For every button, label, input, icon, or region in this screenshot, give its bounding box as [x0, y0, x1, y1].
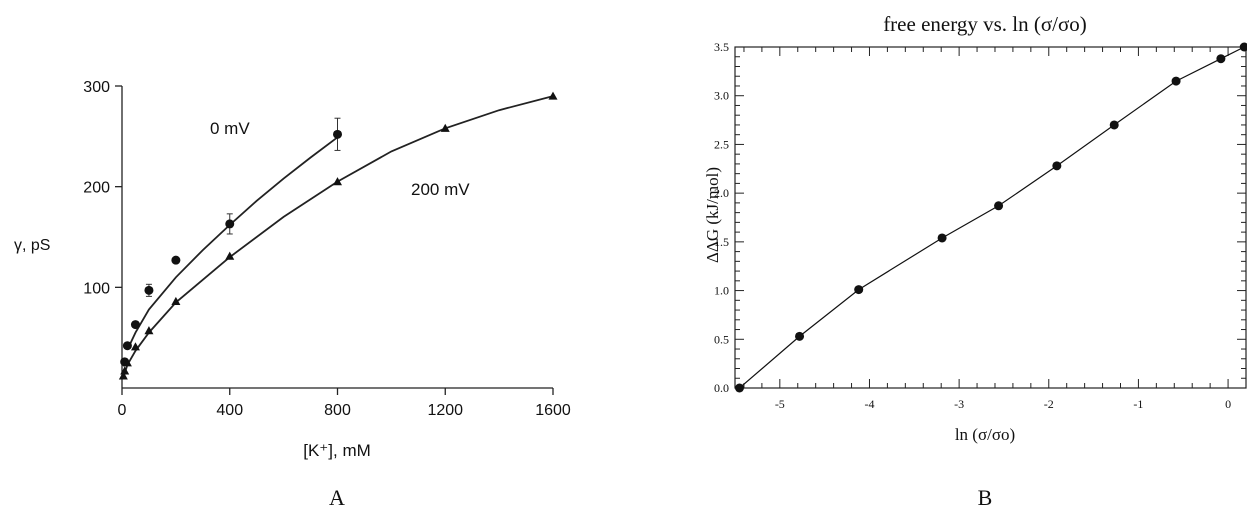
panel-a-fit-curves	[122, 95, 554, 379]
panel-a-x-tick-label: 1200	[427, 402, 463, 419]
data-point-triangle	[120, 366, 130, 375]
data-point-circle	[795, 331, 805, 341]
data-point-circle	[937, 233, 947, 243]
panel-b-y-tick-label: 0.0	[714, 381, 729, 395]
panel-a-y-tick-label: 100	[83, 280, 110, 297]
data-point-circle	[122, 341, 132, 351]
data-point-circle	[1239, 42, 1247, 52]
data-point-triangle	[144, 326, 154, 335]
panel-a-x-axis-label: [K⁺], mM	[303, 441, 371, 460]
panel-b-series-line	[739, 46, 1245, 389]
panel-b-label: B	[978, 485, 993, 510]
data-point-circle	[144, 285, 154, 295]
panel-b-title: free energy vs. ln (σ/σo)	[883, 12, 1087, 36]
panel-b-data-points	[734, 42, 1247, 393]
data-point-circle	[333, 129, 342, 139]
panel-a-label: A	[329, 485, 345, 510]
panel-b-axes	[734, 46, 1247, 389]
data-point-triangle	[171, 296, 181, 306]
data-point-circle	[734, 383, 744, 393]
fit-curve-0	[126, 136, 339, 351]
data-point-circle	[225, 219, 235, 229]
data-point-circle	[1109, 120, 1119, 130]
panel-b-y-tick-label: 0.5	[714, 332, 729, 346]
data-point-triangle	[118, 371, 128, 380]
panel-b-tick-labels: -5 -4 -3 -2 -1 0 0.0 0.5 1.0 1.5 2.0 2.5 3.0 3.5	[714, 40, 1231, 411]
panel-b-y-tick-label: 2.0	[714, 186, 729, 200]
panel-a-x-tick-label: 400	[216, 402, 243, 419]
panel-b-x-tick-label: -3	[954, 397, 964, 411]
panel-b-y-tick-label: 1.5	[714, 235, 729, 249]
series-label-200mv: 200 mV	[411, 180, 470, 199]
series-line	[739, 46, 1245, 389]
fit-curve-1	[122, 95, 554, 379]
data-point-triangle	[548, 91, 558, 100]
panel-a-x-tick-label: 1600	[535, 402, 571, 419]
data-point-circle	[994, 201, 1004, 211]
data-point-triangle	[122, 358, 132, 367]
panel-a-x-tick-label: 800	[324, 402, 351, 419]
data-point-triangle	[225, 251, 235, 260]
panel-b-x-tick-label: -1	[1133, 397, 1143, 411]
panel-b-x-tick-label: 0	[1225, 397, 1231, 411]
panel-a-y-tick-label: 300	[83, 79, 110, 96]
panel-b-x-tick-label: -4	[864, 397, 874, 411]
data-point-circle	[1216, 54, 1226, 64]
data-point-triangle	[333, 177, 342, 186]
data-point-circle	[1052, 161, 1062, 171]
data-point-circle	[854, 285, 864, 295]
panel-b-x-axis-label: ln (σ/σo)	[955, 425, 1015, 444]
panel-a-x-tick-label: 0	[118, 402, 127, 419]
series-label-0mv: 0 mV	[210, 119, 250, 138]
panel-b-x-tick-label: -5	[775, 397, 785, 411]
data-point-circle	[171, 255, 181, 265]
data-point-triangle	[440, 123, 450, 132]
panel-a-chart: 0 400 800 1200 1600 100 200 300 0 mV 200 mV γ, …	[14, 79, 571, 510]
data-point-circle	[1171, 76, 1181, 86]
data-point-triangle	[130, 342, 140, 351]
panel-b-x-tick-label: -2	[1044, 397, 1054, 411]
panel-a-axes	[115, 85, 554, 395]
panel-b-chart: -5 -4 -3 -2 -1 0 0.0 0.5 1.0 1.5 2.0 2.5 3.0 3.5 free…	[703, 12, 1247, 510]
panel-b-plot-frame	[734, 46, 1247, 389]
data-point-circle	[130, 320, 140, 330]
panel-b-y-tick-label: 3.0	[714, 89, 729, 103]
panel-b-y-tick-label: 3.5	[714, 40, 729, 54]
panel-a-data-points	[118, 91, 558, 380]
panel-b-y-tick-label: 2.5	[714, 137, 729, 151]
panel-b-y-axis-label: ΔΔG (kJ/mol)	[703, 167, 722, 263]
panel-a-tick-labels: 0 400 800 1200 1600 100 200 300	[83, 79, 571, 419]
panel-b-y-tick-label: 1.0	[714, 284, 729, 298]
panel-a-y-tick-label: 200	[83, 180, 110, 197]
panel-a-y-axis-label: γ, pS	[14, 237, 50, 254]
